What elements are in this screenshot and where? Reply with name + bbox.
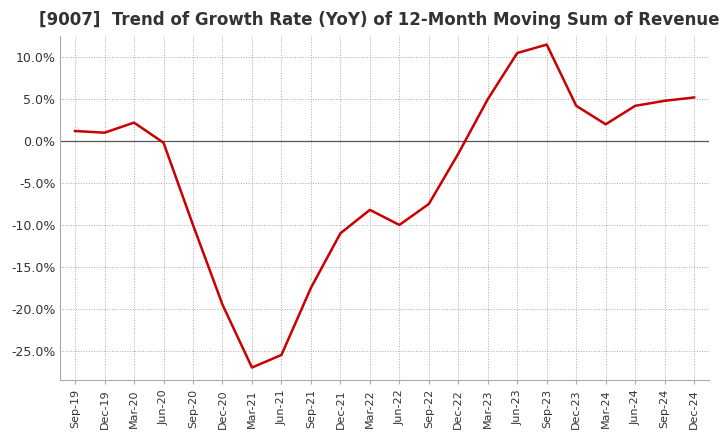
Title: [9007]  Trend of Growth Rate (YoY) of 12-Month Moving Sum of Revenues: [9007] Trend of Growth Rate (YoY) of 12-… bbox=[40, 11, 720, 29]
